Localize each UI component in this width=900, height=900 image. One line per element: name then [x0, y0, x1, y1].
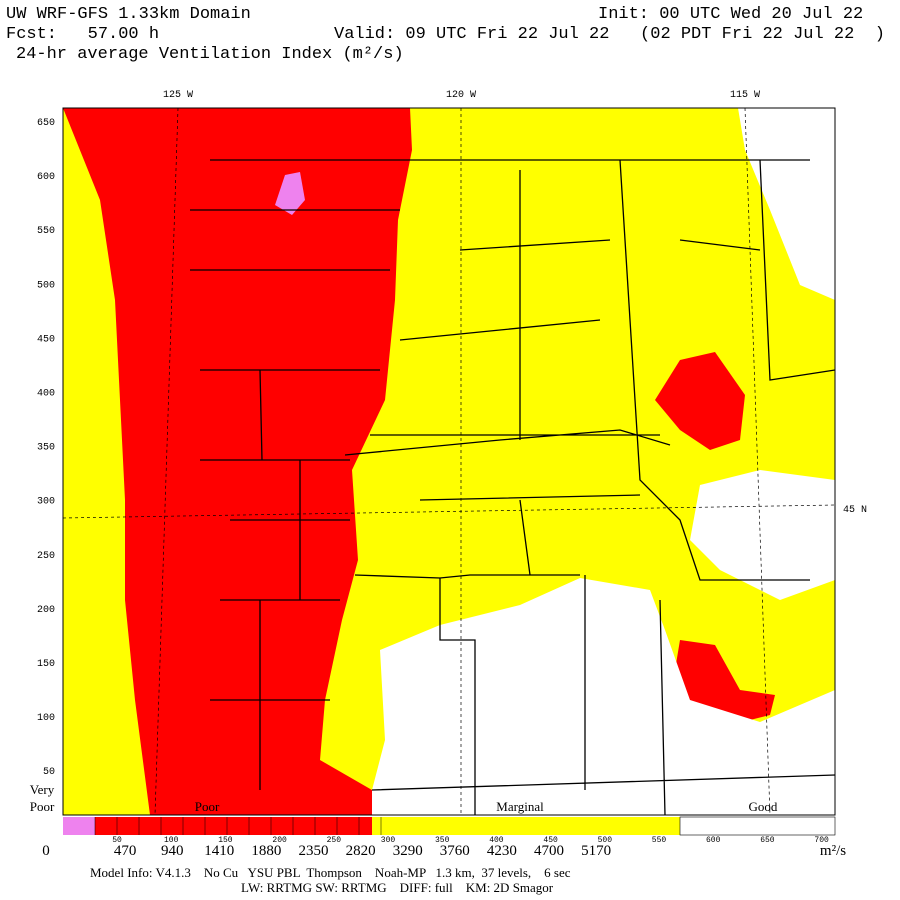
colorbar-label: 1880	[251, 843, 281, 859]
colorbar-label: 0	[42, 843, 50, 859]
colorbar-label: 4230	[487, 843, 517, 859]
magenta-region	[275, 172, 305, 215]
model-title: UW WRF-GFS 1.33km Domain	[6, 5, 251, 24]
physics-info: LW: RRTMG SW: RRTMG DIFF: full KM: 2D Sm…	[241, 880, 554, 895]
colorbar-label: 5170	[581, 843, 611, 859]
white-region	[372, 578, 835, 815]
grid-label: 150	[37, 659, 55, 670]
grid-label: 650	[37, 118, 55, 129]
grid-label: 50	[43, 767, 55, 778]
colorbar-label: 940	[161, 843, 184, 859]
colorbar-minor-label: 700	[814, 836, 829, 845]
white-region	[690, 470, 835, 600]
grid-label: 550	[37, 226, 55, 237]
grid-label: 400	[37, 389, 55, 400]
colorbar-minor-label: 650	[760, 836, 775, 845]
color-swatch	[372, 817, 680, 835]
colorbar-label: 3760	[440, 843, 470, 859]
colorbar-minor-label: 450	[543, 836, 558, 845]
colorbar-minor-label: 250	[327, 836, 342, 845]
category-label: Poor	[195, 799, 220, 814]
latitude-label: 45 N	[843, 505, 867, 516]
grid-label: 350	[37, 443, 55, 454]
field-title: 24-hr average Ventilation Index (m²/s)	[16, 45, 404, 64]
grid-label: 250	[37, 551, 55, 562]
category-label: Very	[30, 782, 55, 797]
longitude-label: 120 W	[446, 90, 476, 101]
county-boundary	[190, 209, 761, 790]
colorbar-minor-label: 550	[652, 836, 667, 845]
colorbar-label: 2820	[346, 843, 376, 859]
colorbar	[63, 816, 836, 836]
colorbar-minor-label: 600	[706, 836, 721, 845]
colorbar-label: 3290	[393, 843, 423, 859]
colorbar-label: 2350	[299, 843, 329, 859]
valid-time: Valid: 09 UTC Fri 22 Jul 22 (02 PDT Fri …	[334, 25, 885, 44]
grid-label: 500	[37, 280, 55, 291]
forecast-hour: Fcst: 57.00 h	[6, 25, 159, 44]
red-region	[63, 108, 412, 815]
colorbar-minor-label: 400	[489, 836, 504, 845]
color-swatch	[679, 816, 836, 836]
category-label: Marginal	[496, 799, 544, 814]
colorbar-minor-label: 350	[435, 836, 450, 845]
colorbar-minor-label: 200	[272, 836, 287, 845]
grid-label: 100	[37, 713, 55, 724]
colorbar-minor-label: 300	[381, 836, 396, 845]
colorbar-minor-label: 150	[218, 836, 233, 845]
category-label: Good	[749, 799, 778, 814]
map	[62, 107, 836, 816]
graticule	[62, 107, 836, 816]
init-time: Init: 00 UTC Wed 20 Jul 22	[598, 5, 863, 24]
map-frame	[62, 107, 836, 816]
grid-label: 600	[37, 172, 55, 183]
model-info: Model Info: V4.1.3 No Cu YSU PBL Thompso…	[90, 865, 571, 880]
state-boundary	[210, 159, 836, 816]
color-swatch	[63, 817, 95, 835]
grid-label: 450	[37, 334, 55, 345]
colorbar-label: 4700	[534, 843, 564, 859]
white-region	[738, 108, 835, 300]
colorbar-minor-label: 50	[112, 836, 122, 845]
longitude-label: 125 W	[163, 90, 193, 101]
colorbar-minor-label: 500	[598, 836, 613, 845]
category-label: Poor	[30, 799, 55, 814]
grid-label: 200	[37, 605, 55, 616]
longitude-label: 115 W	[730, 90, 760, 101]
colorbar-unit: m²/s	[820, 843, 846, 859]
colorbar-label: 470	[114, 843, 137, 859]
colorbar-label: 1410	[204, 843, 234, 859]
red-region	[655, 352, 745, 450]
color-swatch	[95, 817, 372, 835]
colorbar-minor-label: 100	[164, 836, 179, 845]
grid-label: 300	[37, 497, 55, 508]
